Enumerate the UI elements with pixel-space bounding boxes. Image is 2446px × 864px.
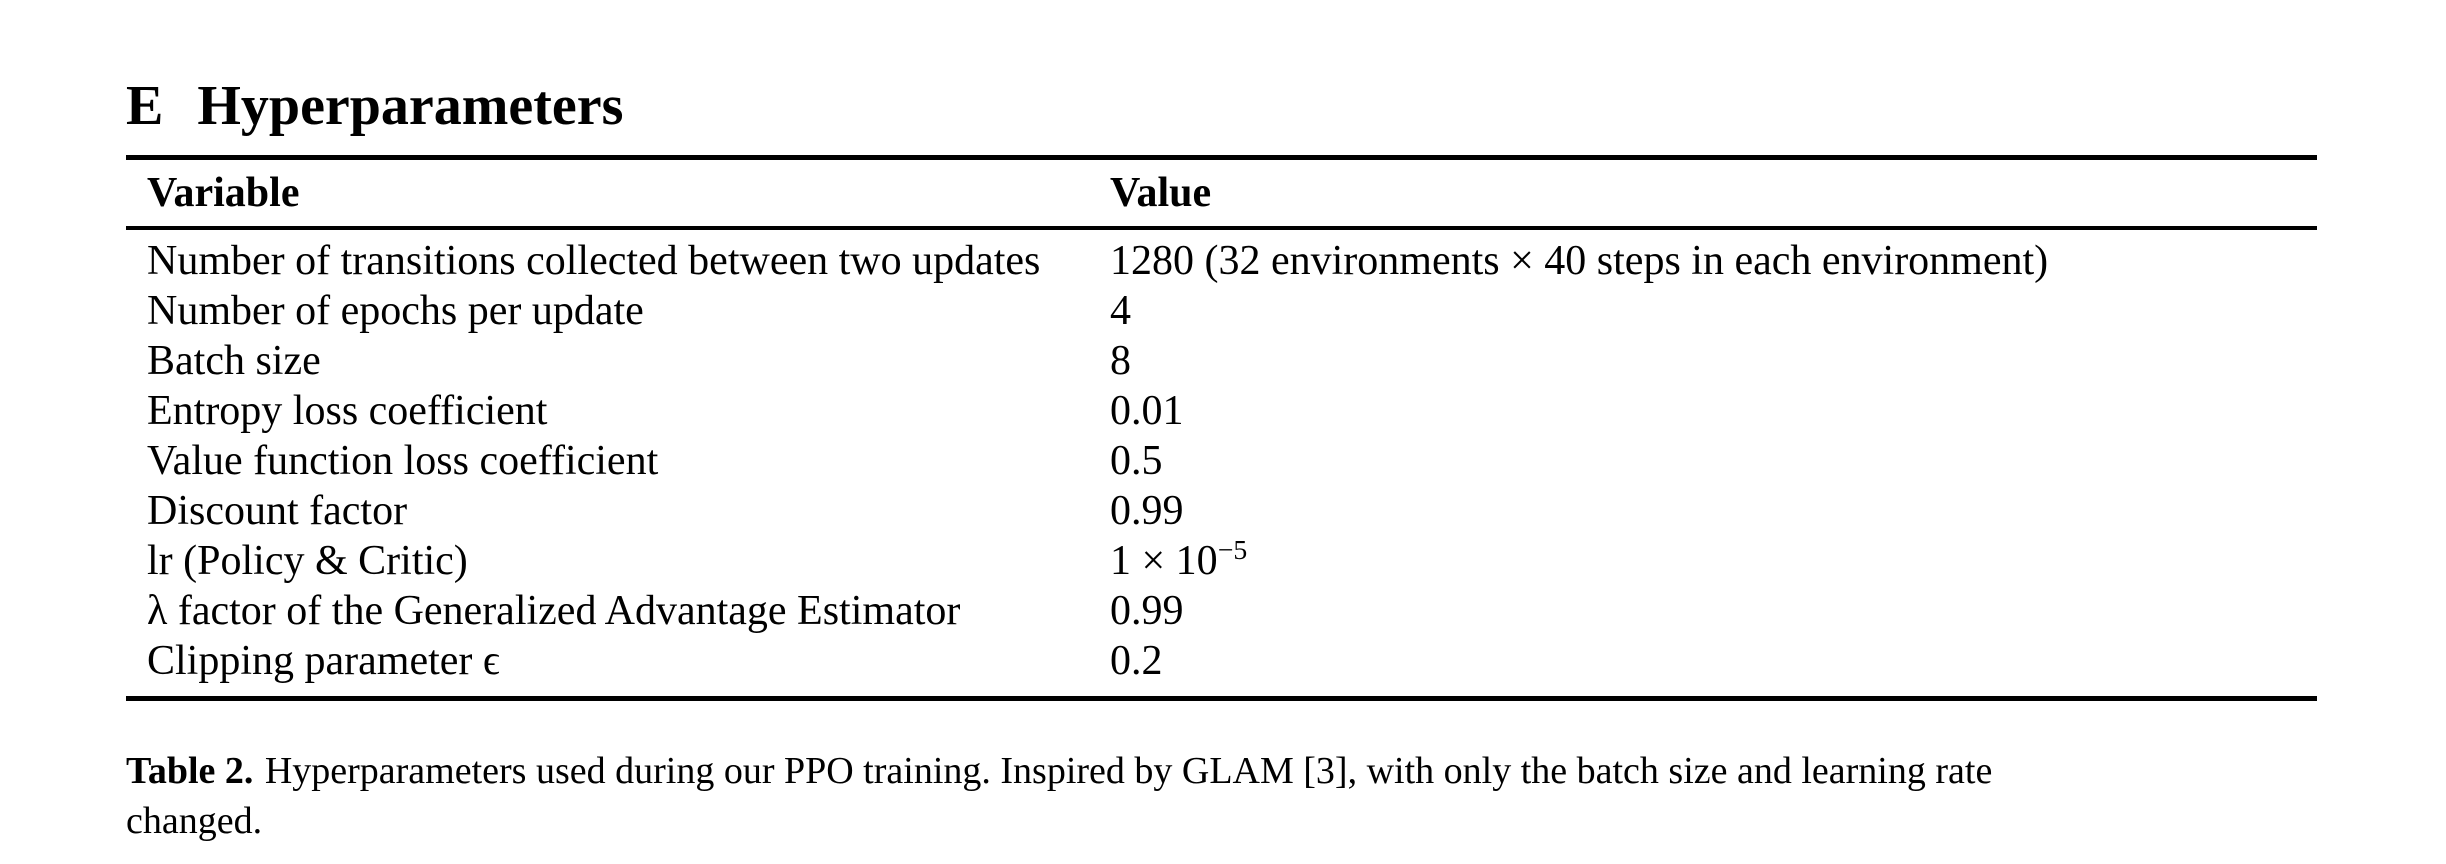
variable-cell: Batch size — [147, 338, 321, 384]
table-header-row: Variable Value — [126, 160, 2317, 230]
value-text: 8 — [1110, 338, 1131, 384]
value-text: 1 × 10 — [1110, 538, 1218, 584]
caption-label: Table 2. — [126, 750, 254, 792]
value-cell: 4 — [1110, 286, 2317, 336]
variable-cell: λ factor of the Generalized Advantage Es… — [147, 588, 961, 634]
variable-cell: Clipping parameter ϵ — [147, 638, 500, 684]
value-text: 0.99 — [1110, 488, 1184, 534]
table-row: λ factor of the Generalized Advantage Es… — [126, 586, 2317, 636]
table-row: Number of transitions collected between … — [126, 236, 2317, 286]
value-cell: 0.5 — [1110, 436, 2317, 486]
section-heading: E Hyperparameters — [126, 76, 623, 138]
value-text: 0.5 — [1110, 438, 1163, 484]
table-row: Entropy loss coefficient 0.01 — [126, 386, 2317, 436]
table-row: Discount factor 0.99 — [126, 486, 2317, 536]
value-cell: 0.2 — [1110, 636, 2317, 686]
value-text: 1280 (32 environments × 40 steps in each… — [1110, 238, 2049, 284]
value-text: 4 — [1110, 288, 1131, 334]
value-text: 0.01 — [1110, 388, 1184, 434]
table-row: Value function loss coefficient 0.5 — [126, 436, 2317, 486]
variable-cell: Number of epochs per update — [147, 288, 644, 334]
table-body: Number of transitions collected between … — [126, 230, 2317, 696]
caption-line2: changed. — [126, 800, 263, 842]
variable-cell: Entropy loss coefficient — [147, 388, 548, 434]
variable-cell: lr (Policy & Critic) — [147, 538, 468, 584]
column-header-variable: Variable — [147, 170, 300, 216]
caption-line1: Hyperparameters used during our PPO trai… — [264, 750, 1993, 792]
table-row: Batch size 8 — [126, 336, 2317, 386]
table-caption: Table 2. Hyperparameters used during our … — [126, 746, 2326, 846]
value-text: 0.2 — [1110, 638, 1163, 684]
value-text: 0.99 — [1110, 588, 1184, 634]
variable-cell: Number of transitions collected between … — [147, 238, 1041, 284]
table-row: Number of epochs per update 4 — [126, 286, 2317, 336]
value-cell: 8 — [1110, 336, 2317, 386]
table-row: lr (Policy & Critic) 1 × 10−5 — [126, 533, 2317, 586]
section-number: E — [126, 75, 164, 138]
value-cell: 1280 (32 environments × 40 steps in each… — [1110, 236, 2317, 286]
column-header-value: Value — [1110, 170, 1212, 216]
section-title: Hyperparameters — [197, 75, 624, 138]
variable-cell: Value function loss coefficient — [147, 438, 659, 484]
value-cell: 0.01 — [1110, 386, 2317, 436]
variable-cell: Discount factor — [147, 488, 408, 534]
hyperparameters-table: Variable Value Number of transitions col… — [126, 155, 2317, 701]
value-cell: 0.99 — [1110, 486, 2317, 536]
value-cell: 0.99 — [1110, 586, 2317, 636]
table-row: Clipping parameter ϵ 0.2 — [126, 636, 2317, 686]
value-superscript: −5 — [1217, 533, 1248, 565]
value-cell: 1 × 10−5 — [1110, 533, 2317, 586]
